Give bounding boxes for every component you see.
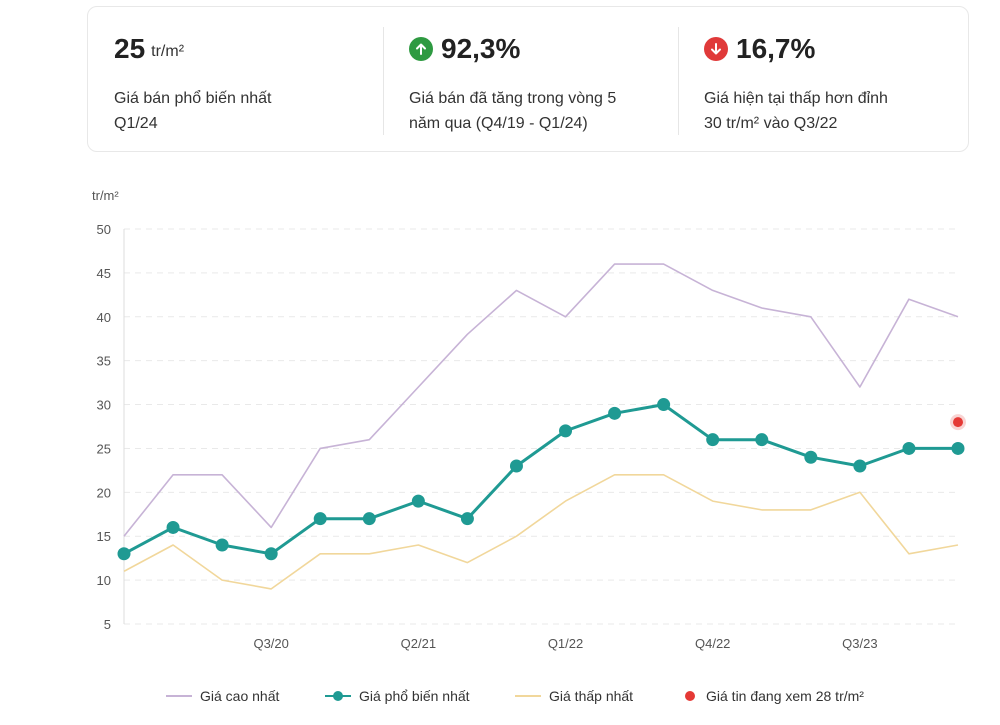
legend-line-icon — [166, 690, 192, 702]
y-tick-label: 35 — [97, 354, 111, 369]
chart-legend: Giá cao nhất Giá phổ biến nhất Giá thấp … — [0, 684, 1000, 708]
y-tick-label: 50 — [97, 222, 111, 237]
data-point — [117, 547, 131, 561]
y-tick-label: 20 — [97, 485, 111, 500]
data-point — [264, 547, 278, 561]
y-tick-label: 30 — [97, 398, 111, 413]
data-point — [608, 406, 622, 420]
stat-value-number: 16,7% — [736, 33, 816, 64]
y-tick-label: 10 — [97, 573, 111, 588]
data-point — [215, 538, 229, 552]
stat-description-line: năm qua (Q4/19 - Q1/24) — [409, 115, 588, 132]
stat-value: 25 tr/m² — [114, 31, 184, 67]
stat-description-line: 30 tr/m² vào Q3/22 — [704, 115, 838, 132]
data-point — [509, 459, 523, 473]
legend-label: Giá phổ biến nhất — [359, 688, 470, 704]
stat-value-unit: tr/m² — [151, 43, 185, 60]
stat-below-peak: 16,7% Giá hiện tại thấp hơn đỉnh 30 tr/m… — [704, 7, 964, 151]
arrow-up-icon — [409, 37, 433, 61]
stat-value-number: 92,3% — [441, 33, 521, 64]
y-tick-label: 15 — [97, 529, 111, 544]
data-point — [460, 512, 474, 526]
x-tick-label: Q2/21 — [401, 636, 436, 651]
data-point — [362, 512, 376, 526]
data-point — [313, 512, 327, 526]
x-tick-label: Q1/22 — [548, 636, 583, 651]
legend-dot-icon — [684, 690, 698, 702]
legend-line-dot-icon — [325, 690, 351, 702]
data-point — [853, 459, 867, 473]
data-point — [804, 450, 818, 464]
legend-item-current[interactable]: Giá tin đang xem 28 tr/m² — [684, 684, 864, 708]
stat-price-increase: 92,3% Giá bán đã tăng trong vòng 5 năm q… — [409, 7, 679, 151]
stat-value-number: 25 — [114, 33, 146, 64]
data-point — [411, 494, 425, 508]
legend-label: Giá cao nhất — [200, 688, 280, 704]
data-point — [706, 433, 720, 447]
arrow-down-icon — [704, 37, 728, 61]
series-line-common — [123, 403, 958, 556]
stat-description-line: Giá hiện tại thấp hơn đỉnh — [704, 90, 888, 107]
x-tick-label: Q3/20 — [253, 636, 288, 651]
y-tick-label: 40 — [97, 310, 111, 325]
series-line-max — [123, 263, 959, 537]
stat-description-line: Q1/24 — [114, 115, 158, 132]
data-point — [951, 441, 965, 455]
stat-description: Giá bán phổ biến nhất Q1/24 — [114, 86, 374, 136]
stat-value: 92,3% — [409, 31, 520, 67]
stat-description-line: Giá bán phổ biến nhất — [114, 90, 272, 107]
legend-label: Giá thấp nhất — [549, 688, 634, 704]
y-tick-label: 25 — [97, 441, 111, 456]
data-point — [902, 441, 916, 455]
stat-common-price: 25 tr/m² Giá bán phổ biến nhất Q1/24 — [114, 7, 384, 151]
legend-line-icon — [515, 690, 541, 702]
legend-label: Giá tin đang xem 28 tr/m² — [706, 688, 864, 704]
legend-item-min[interactable]: Giá thấp nhất — [515, 684, 633, 708]
data-point — [755, 433, 769, 447]
data-point — [657, 398, 671, 412]
legend-item-max[interactable]: Giá cao nhất — [166, 684, 279, 708]
y-tick-label: 5 — [104, 617, 111, 632]
stats-card: 25 tr/m² Giá bán phổ biến nhất Q1/24 92,… — [87, 6, 969, 152]
stat-divider — [678, 27, 679, 135]
y-axis-label: tr/m² — [92, 188, 119, 203]
stat-description: Giá bán đã tăng trong vòng 5 năm qua (Q4… — [409, 86, 669, 136]
data-point — [559, 424, 573, 438]
stat-value: 16,7% — [704, 31, 815, 67]
data-point — [166, 520, 180, 534]
stat-description-line: Giá bán đã tăng trong vòng 5 — [409, 90, 617, 107]
stat-divider — [383, 27, 384, 135]
stat-description: Giá hiện tại thấp hơn đỉnh 30 tr/m² vào … — [704, 86, 964, 136]
legend-item-common[interactable]: Giá phổ biến nhất — [325, 684, 470, 708]
x-tick-label: Q3/23 — [842, 636, 877, 651]
x-tick-label: Q4/22 — [695, 636, 730, 651]
y-tick-label: 45 — [97, 266, 111, 281]
current-listing-point — [953, 417, 963, 428]
series-line-min — [123, 473, 959, 590]
current-listing-halo — [950, 414, 966, 431]
